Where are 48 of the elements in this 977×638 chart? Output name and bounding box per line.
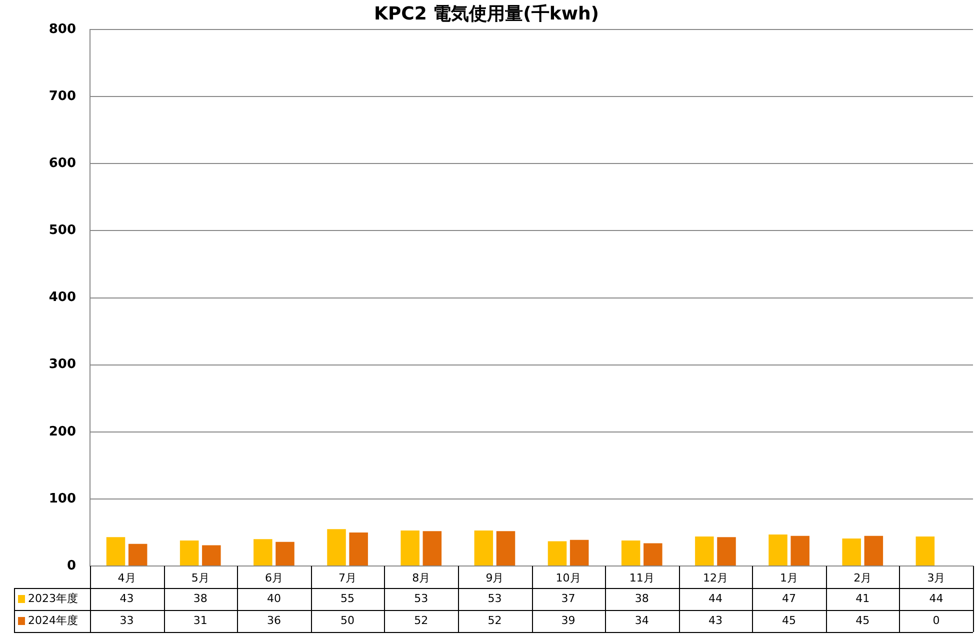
y-tick-label: 200 bbox=[48, 424, 76, 440]
x-tick-label: 2月 bbox=[854, 571, 872, 584]
data-label: 47 bbox=[782, 592, 796, 605]
x-tick-label: 6月 bbox=[264, 571, 283, 584]
data-label: 36 bbox=[266, 614, 281, 627]
y-tick-label: 400 bbox=[48, 290, 76, 306]
data-label: 43 bbox=[708, 614, 722, 627]
data-label: 31 bbox=[193, 614, 208, 627]
data-label: 45 bbox=[782, 614, 796, 627]
data-label: 52 bbox=[414, 614, 428, 627]
data-label: 38 bbox=[193, 592, 208, 605]
x-tick-label: 8月 bbox=[412, 571, 430, 584]
data-label: 41 bbox=[856, 592, 870, 605]
y-tick-label: 300 bbox=[48, 357, 76, 372]
data-label: 44 bbox=[929, 592, 944, 605]
x-tick-label: 7月 bbox=[338, 571, 357, 584]
x-tick-label: 5月 bbox=[191, 571, 210, 584]
x-tick-label: 4月 bbox=[118, 571, 136, 584]
y-tick-label: 0 bbox=[66, 558, 76, 574]
data-label: 44 bbox=[708, 592, 722, 605]
x-tick-label: 11月 bbox=[629, 571, 654, 584]
x-tick-label: 10月 bbox=[556, 571, 581, 584]
y-tick-label: 800 bbox=[48, 22, 76, 37]
data-label: 37 bbox=[561, 592, 576, 605]
data-label: 33 bbox=[120, 614, 134, 627]
data-label: 43 bbox=[120, 592, 134, 605]
x-tick-label: 1月 bbox=[780, 571, 798, 584]
x-tick-label: 12月 bbox=[702, 571, 728, 584]
x-tick-label: 3月 bbox=[927, 571, 946, 584]
data-label: 55 bbox=[340, 592, 355, 605]
data-label: 53 bbox=[488, 592, 502, 605]
data-label: 40 bbox=[266, 592, 281, 605]
data-label: 53 bbox=[414, 592, 428, 605]
data-label: 0 bbox=[932, 614, 940, 627]
chart-title: KPC2 電気使用量(千kwh) bbox=[374, 3, 600, 24]
data-label: 52 bbox=[488, 614, 502, 627]
legend-label: 2023年度 bbox=[28, 592, 78, 605]
data-label: 39 bbox=[561, 614, 576, 627]
legend-label: 2024年度 bbox=[28, 614, 78, 627]
data-label: 45 bbox=[856, 614, 870, 627]
y-tick-label: 100 bbox=[48, 491, 76, 506]
data-label: 38 bbox=[634, 592, 649, 605]
y-tick-label: 700 bbox=[48, 89, 76, 104]
y-tick-label: 600 bbox=[48, 156, 76, 172]
x-tick-label: 9月 bbox=[486, 571, 504, 584]
data-label: 34 bbox=[634, 614, 649, 627]
y-tick-label: 500 bbox=[48, 223, 76, 238]
data-label: 50 bbox=[340, 614, 355, 627]
